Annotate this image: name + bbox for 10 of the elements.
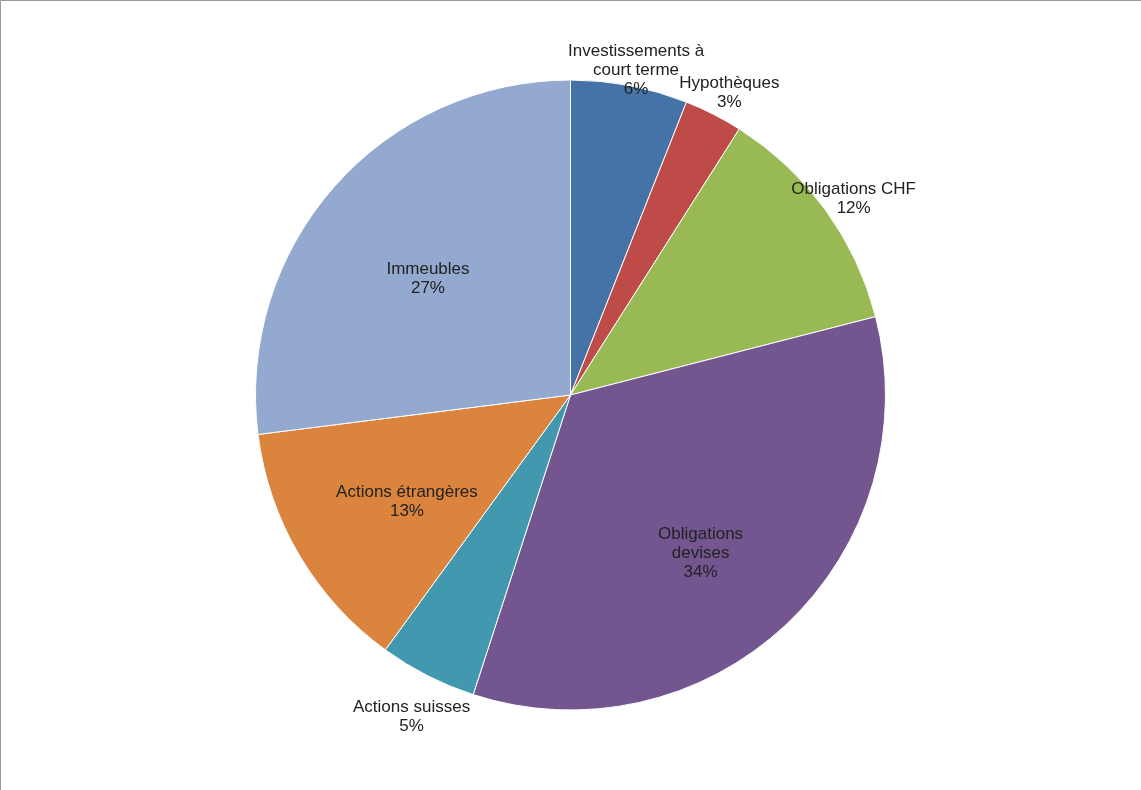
data-label: 3% [717, 92, 742, 112]
data-label: 5% [399, 715, 424, 735]
slice-label: Actions étrangères [336, 481, 478, 501]
data-label: 27% [410, 278, 445, 298]
slice-label: Immeubles [386, 259, 470, 279]
data-label: 12% [836, 198, 871, 218]
slice-label: Obligations devises [658, 523, 744, 562]
slice-label: Actions suisses [353, 696, 471, 716]
data-label: 34% [683, 561, 718, 581]
data-label: 13% [389, 500, 424, 520]
